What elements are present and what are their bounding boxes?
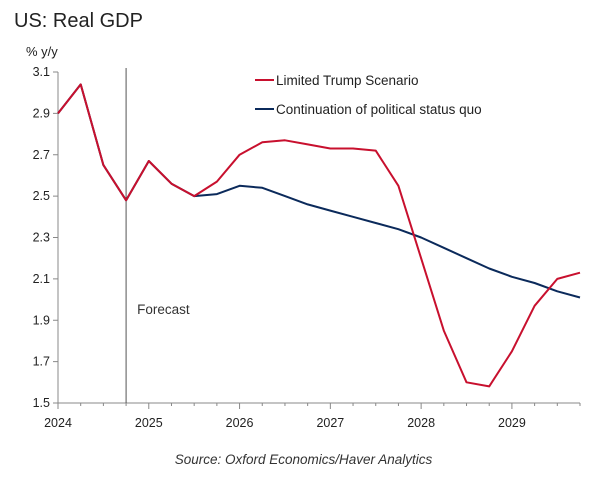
y-tick-label: 2.7: [33, 148, 50, 162]
x-tick-label: 2028: [407, 416, 435, 430]
y-tick-label: 2.3: [33, 231, 50, 245]
forecast-annotation: Forecast: [125, 68, 190, 403]
y-tick-label: 3.1: [33, 65, 50, 79]
legend-label: Continuation of political status quo: [276, 102, 482, 117]
y-tick-label: 1.7: [33, 355, 50, 369]
series-layer: [57, 83, 581, 388]
y-tick-label: 2.1: [33, 272, 50, 286]
y-tick-label: 2.5: [33, 189, 50, 203]
x-tick-label: 2027: [316, 416, 344, 430]
y-tick-label: 1.9: [33, 313, 50, 327]
forecast-label: Forecast: [137, 302, 190, 317]
axes: 1.5 1.7 1.9 2.1 2.3 2.5 2.7 2.9 3.1 2024 2025 2026 2…: [33, 65, 581, 430]
y-axis-label: % y/y: [26, 44, 58, 59]
y-tick-label: 1.5: [33, 396, 50, 410]
legend: Limited Trump Scenario Continuation of po…: [255, 73, 482, 117]
x-tick-label: 2025: [135, 416, 163, 430]
y-tick-label: 2.9: [33, 106, 50, 120]
series-line-limited-trump: [57, 83, 581, 388]
x-tick-label: 2026: [226, 416, 254, 430]
x-tick-label: 2029: [498, 416, 526, 430]
legend-label: Limited Trump Scenario: [276, 73, 419, 88]
x-tick-label: 2024: [44, 416, 72, 430]
chart-title: US: Real GDP: [14, 10, 143, 32]
chart-source: Source: Oxford Economics/Haver Analytics: [174, 452, 433, 467]
